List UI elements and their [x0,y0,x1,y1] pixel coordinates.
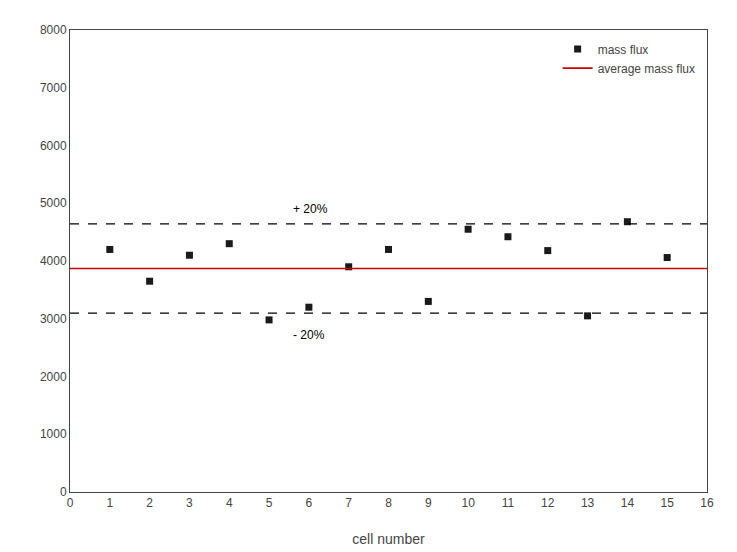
svg-text:4000: 4000 [40,254,67,268]
svg-text:5: 5 [266,496,273,510]
svg-text:12: 12 [541,496,555,510]
svg-text:- 20%: - 20% [293,328,325,342]
svg-text:+ 20%: + 20% [293,202,328,216]
svg-text:16: 16 [700,496,714,510]
svg-text:0: 0 [60,485,67,499]
svg-text:1000: 1000 [40,427,67,441]
svg-text:1: 1 [106,496,113,510]
svg-text:2: 2 [146,496,153,510]
svg-text:7000: 7000 [40,81,67,95]
svg-text:7: 7 [345,496,352,510]
svg-text:5000: 5000 [40,196,67,210]
svg-text:10: 10 [461,496,475,510]
svg-text:8: 8 [385,496,392,510]
svg-text:14: 14 [621,496,635,510]
svg-text:15: 15 [661,496,675,510]
svg-text:6: 6 [306,496,313,510]
svg-text:6000: 6000 [40,139,67,153]
svg-text:11: 11 [502,496,515,510]
svg-text:cell number: cell number [352,531,425,547]
svg-text:0: 0 [67,496,74,510]
svg-text:3000: 3000 [40,312,67,326]
svg-text:2000: 2000 [40,370,67,384]
svg-text:average mass flux: average mass flux [598,62,695,76]
svg-text:mass flux: mass flux [598,43,649,57]
svg-text:13: 13 [581,496,595,510]
svg-text:9: 9 [425,496,432,510]
svg-text:3: 3 [186,496,193,510]
svg-text:8000: 8000 [40,23,67,37]
svg-text:4: 4 [226,496,233,510]
